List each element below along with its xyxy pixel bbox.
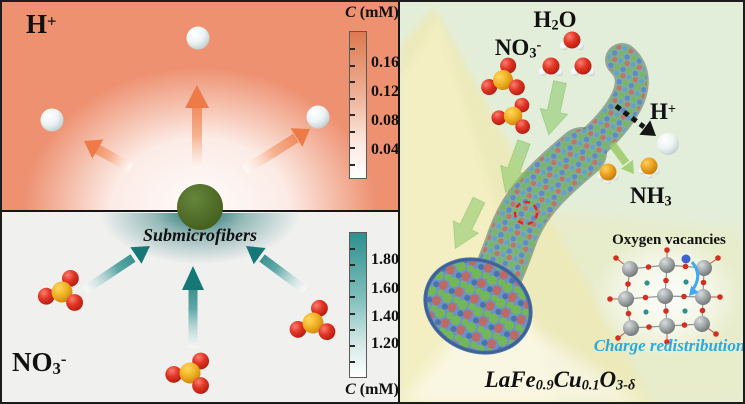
water-rest: O — [558, 7, 577, 32]
water-sub: 2 — [551, 17, 559, 34]
colorbar-title-unit: (mM) — [355, 4, 399, 21]
h-label-sup: + — [47, 11, 57, 31]
no3-colorbar — [349, 232, 367, 378]
no3-label-sub: 3 — [52, 359, 61, 379]
h-colorbar — [349, 31, 367, 179]
submicrofiber-circle — [177, 184, 223, 230]
proton-sphere — [657, 133, 679, 155]
colorbar-tick — [350, 164, 355, 166]
ammonia-formation-arrow — [608, 141, 634, 174]
colorbar-title-symbol: C — [345, 381, 356, 398]
ammonia-sub: 3 — [664, 193, 672, 210]
water-molecule — [559, 31, 585, 51]
no3-colorbar-tick-label: 1.80 — [371, 251, 399, 268]
proton-sphere — [306, 105, 330, 129]
crystal-lattice — [607, 247, 723, 345]
h-colorbar-title: C (mM) — [331, 4, 413, 22]
proton-sphere — [40, 108, 64, 132]
water-base: H — [533, 7, 552, 32]
ammonia-base: NH — [630, 183, 665, 208]
vacancy-electron-sphere — [681, 254, 691, 264]
colorbar-tick — [350, 114, 355, 116]
nitrate-sup: - — [536, 37, 542, 54]
formula-part: LaFe — [484, 367, 536, 392]
catalyst-formula: LaFe0.9Cu0.1O3-δ — [455, 367, 665, 394]
colorbar-tick — [350, 81, 355, 83]
formula-part: O — [599, 367, 617, 392]
proton-base: H — [650, 99, 668, 124]
no3-label-sup: - — [60, 349, 67, 369]
proton-release-arrow — [614, 104, 656, 136]
nitrate-molecule — [476, 55, 527, 103]
nitrate-molecule — [37, 269, 83, 311]
formula-sub: 0.9 — [535, 377, 554, 394]
colorbar-tick — [350, 65, 355, 67]
nitrate-molecule — [286, 298, 337, 346]
formula-part: Cu — [553, 367, 582, 392]
mechanism-art — [400, 6, 745, 404]
nitrate-label: NO3- — [478, 35, 558, 62]
water-molecule — [570, 57, 596, 77]
colorbar-title-unit: (mM) — [355, 381, 399, 398]
colorbar-tick — [350, 361, 355, 363]
submicrofibers-label: Submicrofibers — [142, 225, 257, 245]
fiber-cross-section — [423, 257, 533, 355]
oxygen-vacancies-title: Oxygen vacancies — [612, 232, 726, 248]
colorbar-tick — [350, 248, 355, 250]
simulation-art — [37, 26, 337, 396]
h-label-base: H — [26, 9, 48, 39]
charge-redistribution-caption: Charge redistribution — [593, 336, 745, 355]
no3-panel-label: NO3- — [12, 348, 66, 378]
nitrate-sub: 3 — [529, 45, 537, 62]
formula-sub: 3-δ — [616, 377, 636, 394]
colorbar-tick — [350, 264, 355, 266]
h-colorbar-tick-label: 0.04 — [371, 141, 399, 158]
ammonia-label: NH3 — [630, 183, 672, 210]
h-diffusion-arrows — [84, 85, 310, 175]
active-site-highlight-circle — [513, 200, 539, 226]
water-label: H2O — [515, 7, 595, 34]
proton-label: H+ — [650, 99, 677, 124]
h-colorbar-tick-label: 0.08 — [371, 112, 399, 129]
nitrate-base: NO — [494, 35, 530, 60]
h-colorbar-tick-label: 0.16 — [371, 54, 399, 71]
charge-transfer-arrow — [689, 261, 700, 296]
no3-colorbar-tick-label: 1.40 — [371, 308, 399, 325]
colorbar-tick — [350, 48, 355, 50]
colorbar-tick — [350, 345, 355, 347]
no3-colorbar-title: C (mM) — [331, 381, 413, 399]
no3-diffusion-arrows — [82, 246, 308, 348]
colorbar-tick — [350, 280, 355, 282]
colorbar-tick — [350, 147, 355, 149]
proton-sphere — [186, 26, 210, 50]
no3-colorbar-tick-label: 1.60 — [371, 280, 399, 297]
submicrofiber-3d — [423, 43, 649, 355]
no3-colorbar-tick-label: 1.20 — [371, 335, 399, 352]
colorbar-tick — [350, 131, 355, 133]
colorbar-tick — [350, 98, 355, 100]
no3-label-base: NO — [12, 347, 53, 377]
colorbar-tick — [350, 329, 355, 331]
proton-sup: + — [667, 101, 677, 118]
colorbar-tick — [350, 313, 355, 315]
fiber-glow — [402, 298, 648, 404]
nitrate-molecule — [162, 347, 215, 396]
colorbar-tick — [350, 296, 355, 298]
formula-sub: 0.1 — [581, 377, 600, 394]
h-colorbar-tick-label: 0.12 — [371, 83, 399, 100]
colorbar-title-symbol: C — [345, 4, 356, 21]
h-panel-label: H+ — [26, 10, 57, 38]
ammonia-molecule — [638, 157, 660, 179]
